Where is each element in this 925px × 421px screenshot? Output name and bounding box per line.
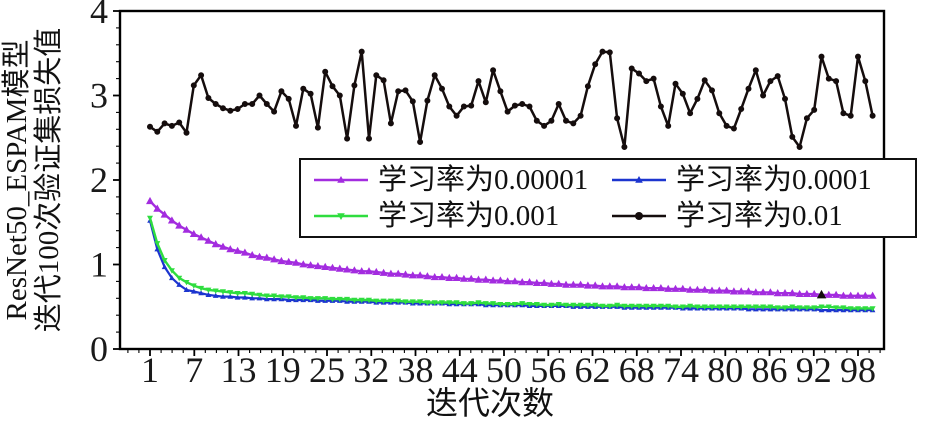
legend-item-lr-0.00001: 学习率为0.00001 (311, 163, 609, 197)
svg-text:74: 74 (663, 350, 699, 390)
legend-swatch-lr-0.01 (612, 211, 666, 220)
svg-text:25: 25 (309, 350, 345, 390)
svg-text:ResNet50_ESPAM模型: ResNet50_ESPAM模型 (0, 40, 33, 321)
svg-text:7: 7 (185, 350, 203, 390)
series-2-学习率为0.00001 (146, 196, 877, 299)
legend-item-lr-0.0001: 学习率为0.0001 (609, 163, 909, 197)
legend-item-label: 学习率为0.001 (378, 199, 560, 232)
svg-text:44: 44 (442, 350, 478, 390)
y-axis (113, 10, 120, 350)
series-3-学习率为0.01 (147, 48, 876, 150)
legend-swatch-lr-0.00001 (314, 176, 368, 184)
x-tick-labels: 1 7 13 19 25 32 38 44 50 56 62 68 74 80 86 92 98 (141, 350, 876, 390)
svg-text:1: 1 (141, 350, 159, 390)
svg-text:4: 4 (90, 0, 108, 31)
legend-swatch-lr-0.001 (314, 212, 368, 220)
svg-text:19: 19 (265, 350, 301, 390)
svg-text:迭代100次验证集损失值: 迭代100次验证集损失值 (32, 28, 65, 333)
svg-text:86: 86 (752, 350, 788, 390)
svg-text:68: 68 (619, 350, 655, 390)
legend-item-lr-0.001: 学习率为0.001 (311, 199, 609, 233)
svg-text:62: 62 (575, 350, 611, 390)
svg-text:38: 38 (398, 350, 434, 390)
svg-text:50: 50 (486, 350, 522, 390)
x-axis (127, 349, 881, 356)
legend-item-label: 学习率为0.01 (676, 199, 843, 232)
legend: 学习率为0.00001 学习率为0.0001 学习率为0.001 学习率为0.0… (299, 158, 917, 238)
svg-text:3: 3 (90, 76, 108, 116)
y-axis-label: ResNet50_ESPAM模型 迭代100次验证集损失值 (0, 28, 65, 333)
svg-text:98: 98 (840, 350, 876, 390)
svg-text:56: 56 (530, 350, 566, 390)
svg-text:2: 2 (90, 160, 108, 200)
legend-item-label: 学习率为0.0001 (676, 164, 872, 197)
legend-item-label: 学习率为0.00001 (378, 164, 589, 197)
y-tick-labels: 0 1 2 3 4 (90, 0, 108, 369)
svg-text:32: 32 (353, 350, 389, 390)
legend-item-lr-0.01: 学习率为0.01 (609, 199, 909, 233)
stray-marker (816, 289, 827, 299)
legend-swatch-lr-0.0001 (612, 176, 666, 184)
svg-text:80: 80 (707, 350, 743, 390)
svg-text:92: 92 (796, 350, 832, 390)
series-1-学习率为0.001 (147, 215, 876, 312)
svg-text:13: 13 (221, 350, 257, 390)
svg-text:0: 0 (90, 329, 108, 369)
svg-text:1: 1 (90, 245, 108, 285)
x-axis-label: 迭代次数 (426, 385, 554, 421)
